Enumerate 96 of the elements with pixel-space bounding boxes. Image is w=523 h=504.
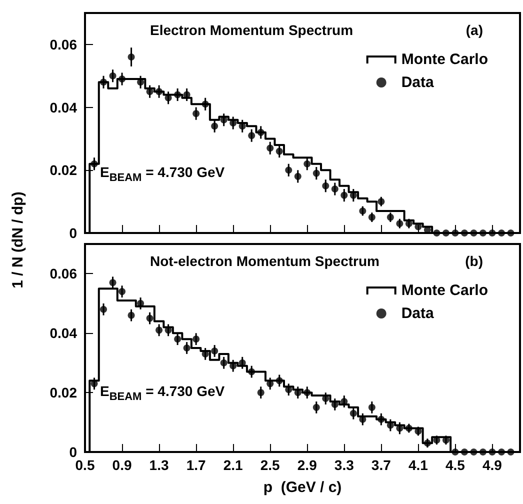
text: Electron Momentum Spectrum	[150, 22, 354, 38]
point	[220, 359, 228, 366]
point	[100, 306, 108, 313]
point	[146, 314, 154, 322]
y-tick-label: 0	[69, 225, 78, 241]
legend-label: Monte Carlo	[401, 51, 488, 68]
point	[118, 288, 126, 296]
point	[498, 230, 505, 236]
y-tick-label: 0.06	[50, 266, 78, 282]
point	[211, 347, 218, 354]
point	[248, 132, 256, 140]
point	[359, 208, 366, 214]
point	[312, 170, 320, 177]
point	[368, 404, 376, 411]
point	[109, 72, 116, 80]
x-tick-label: 1.7	[186, 457, 206, 473]
point	[331, 186, 338, 192]
x-axis-title: p (GeV / c)	[263, 479, 342, 496]
point	[276, 377, 283, 384]
y-tick-label: 0	[69, 444, 78, 460]
point	[396, 220, 404, 228]
point	[128, 312, 135, 319]
point	[405, 220, 412, 228]
point	[276, 148, 283, 155]
point	[128, 54, 135, 60]
point	[507, 230, 514, 236]
point	[109, 279, 116, 286]
point	[257, 128, 264, 136]
point	[479, 230, 486, 236]
point	[507, 448, 514, 456]
point	[470, 448, 478, 456]
point	[350, 410, 357, 417]
point	[202, 100, 209, 108]
point	[405, 424, 412, 432]
x-tick-label: 2.9	[297, 457, 318, 473]
point	[174, 336, 182, 343]
point	[322, 182, 330, 190]
text: Not-electron Momentum Spectrum	[150, 253, 380, 269]
y-axis-title: 1 / N (dN / dp)	[10, 192, 26, 288]
point	[442, 230, 450, 236]
x-tick-label: 2.1	[223, 457, 244, 473]
point	[304, 160, 311, 168]
x-tick-label: 4.1	[408, 457, 428, 473]
point	[433, 230, 440, 236]
point	[211, 122, 218, 130]
point	[118, 76, 126, 82]
point	[386, 214, 394, 221]
point	[498, 448, 505, 456]
point	[248, 368, 256, 376]
x-tick-label: 0.9	[112, 457, 132, 473]
y-tick-label: 0.04	[50, 325, 78, 342]
point	[100, 78, 108, 86]
point	[488, 448, 496, 456]
point	[460, 230, 468, 236]
point	[340, 192, 348, 199]
legend-label: Monte Carlo	[401, 282, 488, 299]
y-tick-label: 0.04	[50, 99, 78, 116]
y-tick-label: 0.02	[50, 162, 78, 178]
x-tick-label: 4.5	[445, 457, 466, 473]
point	[470, 230, 478, 236]
point	[452, 230, 459, 236]
point	[183, 344, 190, 352]
y-tick-label: 0.06	[50, 36, 78, 52]
x-tick-label: 3.3	[334, 457, 354, 473]
x-tick-label: 0.5	[75, 457, 95, 473]
point	[156, 326, 163, 334]
point	[488, 230, 496, 236]
point	[460, 448, 468, 456]
x-tick-label: 3.7	[371, 457, 392, 473]
point	[230, 120, 237, 126]
x-tick-label: 1.3	[149, 457, 169, 473]
x-tick-label: 4.9	[482, 457, 502, 473]
point	[192, 336, 200, 343]
point	[294, 172, 302, 180]
point	[312, 404, 320, 411]
point	[304, 389, 311, 396]
point	[479, 448, 486, 456]
point	[192, 110, 200, 118]
point	[452, 448, 459, 456]
legend-label: Data	[401, 305, 434, 322]
point	[368, 214, 376, 221]
point	[174, 91, 182, 98]
y-tick-label: 0.02	[50, 384, 78, 401]
annotation: (a)	[466, 22, 484, 38]
point	[378, 416, 385, 423]
point	[266, 144, 274, 152]
x-tick-label: 2.5	[260, 457, 280, 473]
point	[257, 389, 264, 396]
point	[146, 88, 154, 96]
point	[378, 198, 385, 206]
legend-label: Data	[401, 74, 434, 91]
annotation: (b)	[465, 253, 484, 269]
point	[156, 88, 163, 96]
point	[424, 440, 431, 447]
point	[285, 166, 292, 174]
point	[90, 160, 98, 168]
